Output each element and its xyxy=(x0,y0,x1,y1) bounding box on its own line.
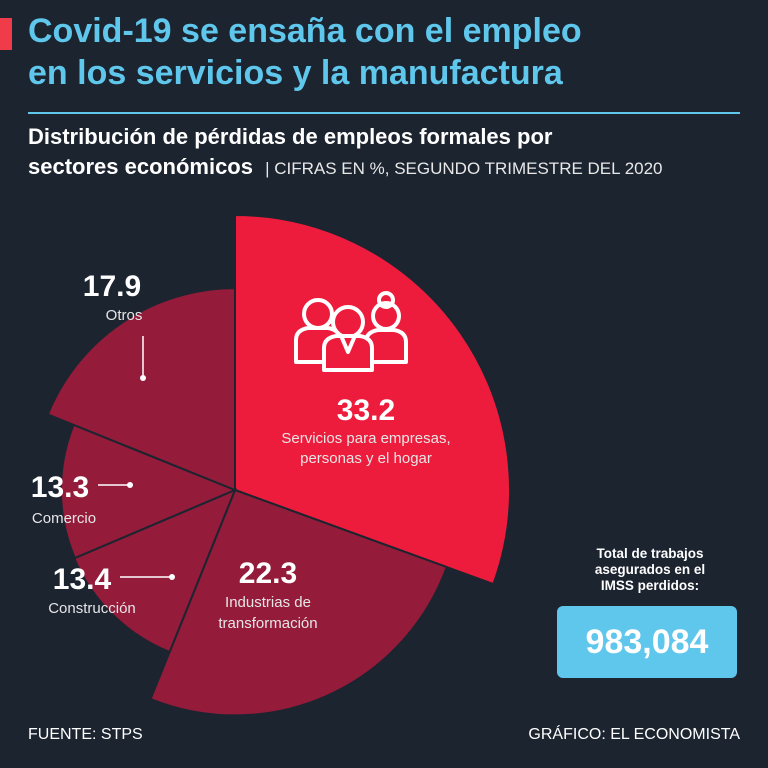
label-value-comercio: 13.3 xyxy=(31,471,89,504)
subtitle-note: | CIFRAS EN %, SEGUNDO TRIMESTRE DEL 202… xyxy=(265,159,663,178)
total-caption: Total de trabajos asegurados en el IMSS … xyxy=(560,546,740,594)
credit-note: GRÁFICO: EL ECONOMISTA xyxy=(528,726,740,743)
label-name-construccion: Construcción xyxy=(48,600,136,617)
leader-lines xyxy=(98,336,172,578)
total-caption-line-2: asegurados en el xyxy=(594,562,706,577)
title-line-2: en los servicios y la manufactura xyxy=(28,54,563,92)
chart-subtitle: Distribución de pérdidas de empleos form… xyxy=(28,122,748,184)
accent-bar xyxy=(0,18,12,50)
subtitle-line-2: sectores económicos xyxy=(28,154,253,179)
leader-dot-comercio xyxy=(127,482,133,488)
label-value-construccion: 13.4 xyxy=(53,563,112,596)
label-name-servicios-1: Servicios para empresas, xyxy=(281,430,450,447)
source-note: FUENTE: STPS xyxy=(28,726,143,743)
label-name-otros: Otros xyxy=(106,307,143,324)
total-value: 983,084 xyxy=(585,622,709,661)
sector-otros xyxy=(46,287,236,492)
leader-dot-construccion xyxy=(169,574,175,580)
total-value-box: 983,084 xyxy=(557,606,737,678)
total-caption-line-1: Total de trabajos xyxy=(596,546,704,561)
page-title: Covid-19 se ensaña con el empleo en los … xyxy=(28,10,748,94)
label-name-industrias-1: Industrias de xyxy=(225,594,311,611)
label-name-comercio: Comercio xyxy=(32,510,96,527)
label-value-servicios: 33.2 xyxy=(337,394,395,427)
title-line-1: Covid-19 se ensaña con el empleo xyxy=(28,12,582,50)
label-value-otros: 17.9 xyxy=(83,270,141,303)
people-icon xyxy=(294,291,408,372)
leader-dot-otros xyxy=(140,375,146,381)
label-name-industrias-2: transformación xyxy=(218,615,317,632)
sector-industrias xyxy=(149,488,449,717)
total-caption-line-3: IMSS perdidos: xyxy=(600,578,700,593)
subtitle-line-1: Distribución de pérdidas de empleos form… xyxy=(28,124,553,149)
label-value-industrias: 22.3 xyxy=(239,557,297,590)
sector-comercio xyxy=(59,423,238,560)
title-divider xyxy=(28,112,740,114)
sector-construccion xyxy=(72,488,237,654)
label-name-servicios-2: personas y el hogar xyxy=(300,450,432,467)
